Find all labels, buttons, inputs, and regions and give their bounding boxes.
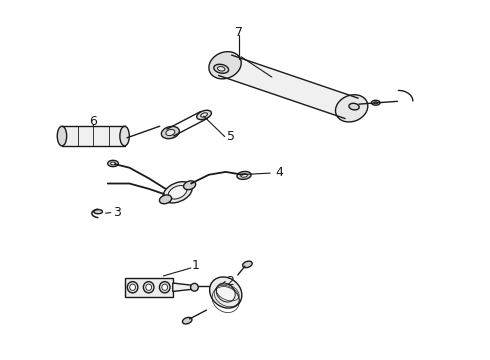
Ellipse shape — [243, 261, 252, 268]
Text: 5: 5 — [226, 130, 235, 143]
Ellipse shape — [184, 181, 196, 190]
Ellipse shape — [111, 162, 116, 165]
Ellipse shape — [216, 283, 235, 302]
Ellipse shape — [237, 171, 251, 179]
Ellipse shape — [168, 185, 187, 199]
Ellipse shape — [159, 282, 170, 293]
Ellipse shape — [127, 282, 138, 293]
Ellipse shape — [108, 160, 118, 167]
Ellipse shape — [163, 182, 192, 203]
Ellipse shape — [144, 282, 154, 293]
Polygon shape — [62, 126, 124, 146]
Ellipse shape — [196, 110, 211, 120]
Ellipse shape — [161, 126, 179, 139]
Ellipse shape — [159, 195, 171, 204]
Polygon shape — [219, 55, 358, 118]
Ellipse shape — [349, 103, 359, 110]
Text: 4: 4 — [276, 166, 284, 179]
Ellipse shape — [241, 174, 247, 177]
Ellipse shape — [57, 126, 67, 146]
Ellipse shape — [336, 95, 368, 122]
Ellipse shape — [374, 102, 378, 104]
Ellipse shape — [146, 284, 151, 291]
Ellipse shape — [130, 284, 136, 291]
Ellipse shape — [218, 67, 225, 71]
Text: 1: 1 — [192, 258, 200, 271]
Ellipse shape — [200, 113, 207, 117]
Polygon shape — [124, 278, 173, 297]
Ellipse shape — [182, 318, 192, 324]
Polygon shape — [173, 283, 195, 292]
Text: 2: 2 — [226, 275, 234, 288]
Text: 7: 7 — [235, 26, 243, 39]
Ellipse shape — [162, 284, 168, 291]
Ellipse shape — [210, 277, 242, 308]
Ellipse shape — [166, 130, 175, 136]
Ellipse shape — [214, 64, 229, 73]
Text: 3: 3 — [113, 206, 122, 219]
Ellipse shape — [94, 210, 102, 214]
Text: 6: 6 — [89, 116, 97, 129]
Ellipse shape — [120, 126, 129, 146]
Ellipse shape — [209, 51, 241, 79]
Ellipse shape — [371, 100, 380, 105]
Ellipse shape — [191, 283, 198, 291]
